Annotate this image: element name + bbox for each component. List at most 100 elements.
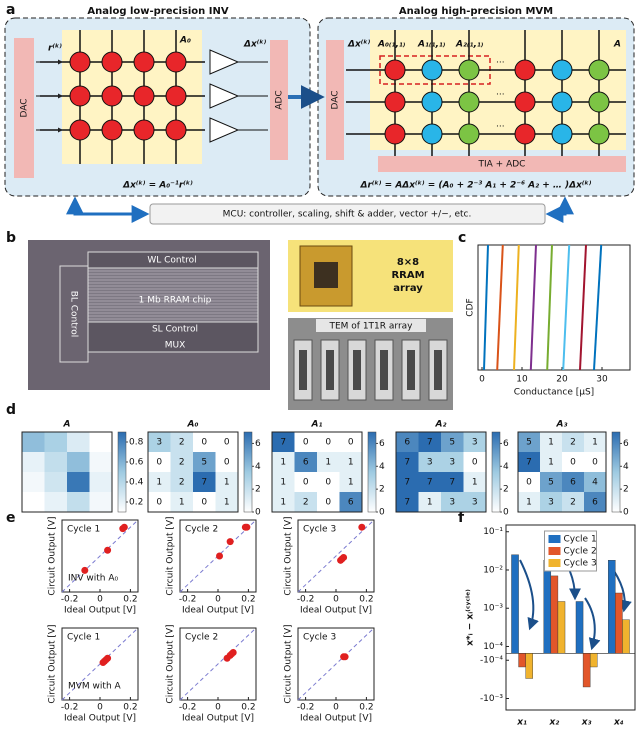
- y-axis-label: Circuit Output [V]: [284, 516, 294, 595]
- y-axis-label: Circuit Output [V]: [166, 516, 176, 595]
- x-tick-label: 10: [516, 375, 528, 385]
- plot-title: Cycle 3: [303, 525, 336, 535]
- bar: [557, 601, 566, 654]
- y-axis-label: x*ᵢ − xᵢ⁽ᶜʸᶜˡᵉ⁾: [466, 589, 476, 646]
- rram-cell: [514, 59, 536, 81]
- rram-cell: [588, 123, 610, 145]
- panel-label: e: [6, 510, 16, 526]
- cell-value: 1: [427, 498, 433, 508]
- heatmap-cell: [294, 472, 317, 492]
- a-label: A: [613, 40, 621, 50]
- mux-label: MUX: [165, 341, 186, 351]
- x-tick-label: 0.2: [359, 703, 373, 713]
- x-tick-label: x₁: [516, 718, 527, 728]
- cdf-line: [496, 244, 504, 371]
- colorbar-tick-label: 6: [503, 439, 509, 449]
- cell-value: 5: [449, 438, 455, 448]
- y-tick-label: 10⁻²: [483, 565, 503, 575]
- cell-value: 0: [156, 498, 162, 508]
- heatmap-cell: [562, 492, 584, 512]
- point: [358, 523, 366, 531]
- heatmap-cell: [148, 452, 171, 472]
- bar: [550, 575, 559, 654]
- x-tick-label: 0: [479, 375, 485, 385]
- pillar-core: [353, 350, 361, 390]
- y-axis-label: Circuit Output [V]: [284, 624, 294, 703]
- mcu-block: [149, 203, 546, 225]
- cdf-line: [529, 244, 537, 371]
- bar: [543, 560, 552, 654]
- inv-formula: Δx⁽ᵏ⁾ = A₀⁻¹r⁽ᵏ⁾: [122, 181, 193, 191]
- dac-label: DAC: [331, 90, 341, 109]
- rram-cell: [458, 123, 480, 145]
- cell-value: 0: [325, 478, 331, 488]
- colorbar-tick-label: 0.2: [129, 498, 143, 508]
- heatmap-cell: [22, 492, 45, 512]
- heatmap-cell: [540, 452, 562, 472]
- bar: [582, 653, 591, 688]
- cell-value: 7: [280, 438, 286, 448]
- colorbar-tick-label: 0.8: [129, 438, 144, 448]
- colorbar: [611, 431, 621, 513]
- heatmap-cell: [518, 492, 540, 512]
- heatmap-cell: [148, 492, 171, 512]
- heatmap-cell: [215, 492, 238, 512]
- x-tick-label: -0.2: [179, 703, 197, 713]
- heatmap-cell: [44, 452, 67, 472]
- cell-label: A₀₍₁,₁₎: [377, 40, 406, 50]
- pillar-core: [434, 350, 442, 390]
- colorbar: [491, 431, 501, 513]
- plot-frame: [477, 244, 631, 371]
- rram-cell: [421, 59, 443, 81]
- cell-value: 7: [427, 478, 433, 488]
- plot-title: Cycle 1: [67, 633, 100, 643]
- cell-value: 7: [404, 478, 410, 488]
- heatmap-cell: [22, 432, 45, 452]
- cell-value: 5: [526, 438, 532, 448]
- x-axis-label: Ideal Output [V]: [300, 714, 372, 724]
- ellipsis: ...: [496, 120, 505, 130]
- rram-cell: [458, 91, 480, 113]
- heatmap-cell: [294, 432, 317, 452]
- plot-title: Cycle 3: [303, 633, 336, 643]
- colorbar-tick-label: 6: [255, 439, 261, 449]
- cell-value: 7: [404, 498, 410, 508]
- colorbar-tick-label: 0: [255, 508, 261, 518]
- heatmap-cell: [518, 452, 540, 472]
- plot-frame: [147, 431, 239, 513]
- cell-value: 0: [526, 478, 532, 488]
- heatmap-title: A: [63, 420, 71, 430]
- colorbar-tick-label: 0.6: [129, 458, 144, 468]
- cell-value: 1: [472, 478, 478, 488]
- panel-label: b: [6, 230, 16, 246]
- tia-label: TIA + ADC: [478, 160, 526, 170]
- heatmap-cell: [418, 472, 441, 492]
- cell-value: 0: [472, 458, 478, 468]
- rram-cell: [101, 119, 123, 141]
- x-tick-label: -0.2: [61, 703, 79, 713]
- ellipsis: ...: [496, 88, 505, 98]
- legend-label: Cycle 3: [564, 559, 597, 569]
- heatmap-cell: [44, 472, 67, 492]
- heatmap-title: A₁: [311, 420, 323, 430]
- cell-value: 2: [179, 438, 185, 448]
- heatmap-cell: [317, 492, 340, 512]
- panel-label: c: [458, 230, 466, 246]
- cell-value: 1: [280, 478, 286, 488]
- heatmap-cell: [67, 452, 90, 472]
- dac-block: [326, 40, 344, 160]
- cell-value: 2: [570, 438, 576, 448]
- heatmap-cell: [584, 452, 606, 472]
- colorbar: [117, 431, 127, 513]
- heatmap-cell: [540, 492, 562, 512]
- cell-value: 3: [449, 498, 455, 508]
- heatmap-cell: [441, 432, 464, 452]
- cdf-line: [513, 244, 520, 371]
- heatmap-cell: [339, 492, 362, 512]
- cell-value: 1: [156, 478, 162, 488]
- array-label: RRAM: [391, 270, 424, 281]
- heatmap-cell: [148, 472, 171, 492]
- heatmap-cell: [67, 492, 90, 512]
- cell-value: 0: [348, 438, 354, 448]
- bar: [575, 601, 584, 654]
